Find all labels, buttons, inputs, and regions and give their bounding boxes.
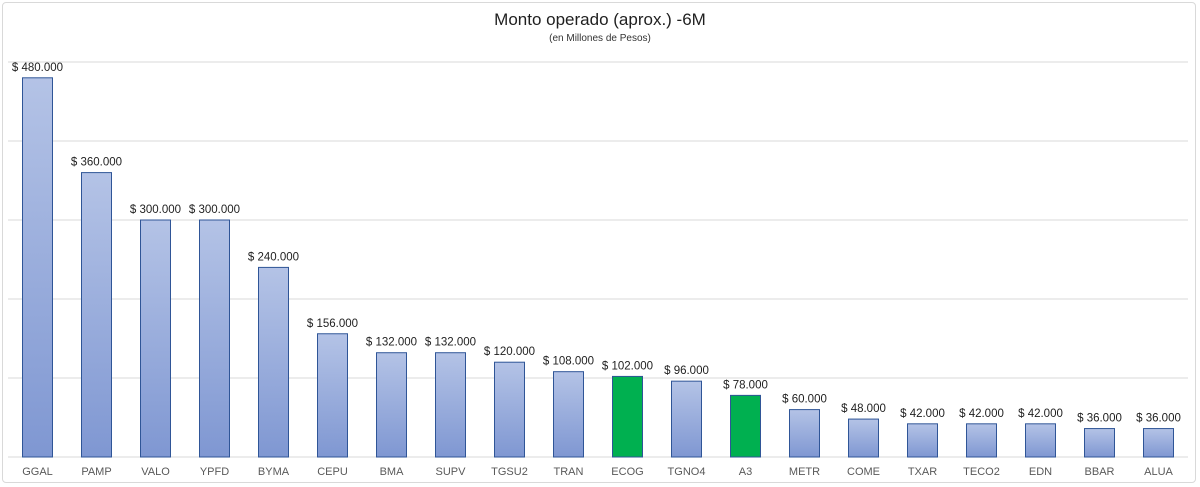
category-label-a3: A3 bbox=[739, 466, 752, 478]
value-label-supv: $ 132.000 bbox=[425, 337, 476, 349]
value-label-byma: $ 240.000 bbox=[248, 251, 299, 263]
bar-teco2 bbox=[966, 423, 997, 458]
bar-cepu bbox=[317, 333, 348, 458]
category-label-ypfd: YPFD bbox=[200, 466, 229, 478]
bar-ggal bbox=[22, 77, 53, 458]
value-label-pamp: $ 360.000 bbox=[71, 157, 122, 169]
value-label-cepu: $ 156.000 bbox=[307, 318, 358, 330]
category-label-ggal: GGAL bbox=[22, 466, 53, 478]
bar-tgsu2 bbox=[494, 361, 525, 458]
bar-ypfd bbox=[199, 219, 230, 458]
value-label-teco2: $ 42.000 bbox=[959, 408, 1004, 420]
category-label-ecog: ECOG bbox=[611, 466, 643, 478]
bar-alua bbox=[1143, 428, 1174, 458]
category-label-come: COME bbox=[847, 466, 880, 478]
value-label-tran: $ 108.000 bbox=[543, 356, 594, 368]
bar-tgno4 bbox=[671, 380, 702, 458]
bar-metr bbox=[789, 409, 820, 458]
value-label-ggal: $ 480.000 bbox=[12, 62, 63, 74]
category-label-teco2: TECO2 bbox=[963, 466, 1000, 478]
category-label-metr: METR bbox=[789, 466, 820, 478]
bar-edn bbox=[1025, 423, 1056, 458]
value-label-bma: $ 132.000 bbox=[366, 337, 417, 349]
bar-pamp bbox=[81, 172, 112, 458]
value-label-alua: $ 36.000 bbox=[1136, 413, 1181, 425]
category-label-edn: EDN bbox=[1029, 466, 1052, 478]
category-label-tgsu2: TGSU2 bbox=[491, 466, 528, 478]
category-label-bma: BMA bbox=[380, 466, 405, 478]
bar-ecog bbox=[612, 375, 643, 458]
chart-subtitle: (en Millones de Pesos) bbox=[549, 33, 651, 44]
bar-valo bbox=[140, 219, 171, 458]
category-label-bbar: BBAR bbox=[1085, 466, 1115, 478]
category-label-valo: VALO bbox=[141, 466, 170, 478]
chart-title: Monto operado (aprox.) -6M bbox=[494, 10, 706, 29]
value-label-edn: $ 42.000 bbox=[1018, 408, 1063, 420]
category-label-alua: ALUA bbox=[1144, 466, 1173, 478]
bar-bma bbox=[376, 352, 407, 458]
category-label-tgno4: TGNO4 bbox=[668, 466, 706, 478]
bar-tran bbox=[553, 371, 584, 458]
value-label-txar: $ 42.000 bbox=[900, 408, 945, 420]
bar-byma bbox=[258, 266, 289, 458]
bar-a3 bbox=[730, 394, 761, 458]
category-label-pamp: PAMP bbox=[81, 466, 111, 478]
value-label-ypfd: $ 300.000 bbox=[189, 204, 240, 216]
category-label-byma: BYMA bbox=[258, 466, 290, 478]
value-label-tgsu2: $ 120.000 bbox=[484, 346, 535, 358]
category-label-tran: TRAN bbox=[554, 466, 584, 478]
category-label-cepu: CEPU bbox=[317, 466, 348, 478]
bar-supv bbox=[435, 352, 466, 458]
value-label-ecog: $ 102.000 bbox=[602, 360, 653, 372]
value-label-bbar: $ 36.000 bbox=[1077, 413, 1122, 425]
value-label-come: $ 48.000 bbox=[841, 403, 886, 415]
value-label-tgno4: $ 96.000 bbox=[664, 365, 709, 377]
bar-come bbox=[848, 418, 879, 458]
category-label-supv: SUPV bbox=[436, 466, 467, 478]
value-label-valo: $ 300.000 bbox=[130, 204, 181, 216]
value-label-metr: $ 60.000 bbox=[782, 394, 827, 406]
category-label-txar: TXAR bbox=[908, 466, 937, 478]
bar-bbar bbox=[1084, 428, 1115, 458]
bar-txar bbox=[907, 423, 938, 458]
value-label-a3: $ 78.000 bbox=[723, 379, 768, 391]
